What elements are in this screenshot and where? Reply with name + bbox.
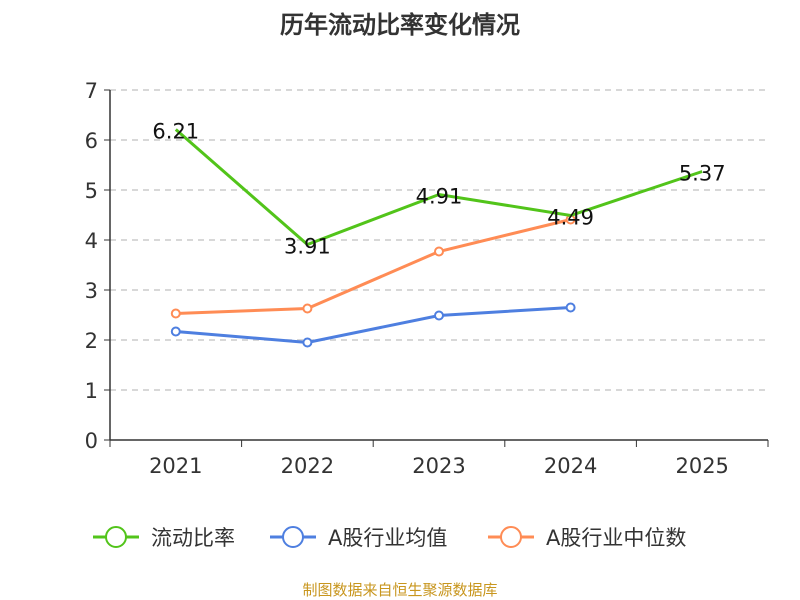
data-point — [302, 303, 313, 314]
data-label: 4.49 — [547, 206, 594, 230]
y-tick-label: 4 — [85, 229, 98, 253]
data-label: 6.21 — [152, 120, 199, 144]
data-point — [434, 310, 444, 321]
legend-marker-icon — [105, 526, 127, 548]
y-tick-label: 7 — [85, 79, 98, 103]
data-point — [565, 302, 576, 313]
y-tick-label: 0 — [85, 429, 98, 453]
series-line-0 — [174, 128, 703, 247]
data-label: 5.37 — [679, 162, 726, 186]
data-point — [170, 308, 181, 319]
y-tick-label: 6 — [85, 129, 98, 153]
legend-label: 流动比率 — [151, 526, 235, 550]
data-label: 3.91 — [284, 235, 331, 259]
legend-marker-icon — [282, 526, 304, 548]
x-tick-label: 2024 — [544, 454, 597, 478]
data-label: 4.91 — [416, 185, 463, 209]
y-tick-label: 1 — [85, 379, 98, 403]
x-tick-label: 2021 — [149, 454, 202, 478]
legend-label: A股行业均值 — [328, 526, 447, 550]
series-line-1 — [175, 306, 571, 345]
chart-title: 历年流动比率变化情况 — [280, 11, 520, 39]
y-tick-label: 2 — [85, 329, 98, 353]
y-tick-label: 5 — [85, 179, 98, 203]
x-tick-label: 2025 — [675, 454, 728, 478]
source-note: 制图数据来自恒生聚源数据库 — [302, 581, 497, 599]
y-tick-label: 3 — [85, 279, 98, 303]
x-tick-label: 2023 — [412, 454, 465, 478]
data-point — [170, 326, 181, 337]
series-line-2 — [175, 218, 571, 315]
data-point — [302, 337, 313, 348]
x-tick-label: 2022 — [281, 454, 334, 478]
data-point — [434, 246, 444, 257]
legend-label: A股行业中位数 — [546, 526, 686, 550]
legend-marker-icon — [500, 526, 522, 548]
